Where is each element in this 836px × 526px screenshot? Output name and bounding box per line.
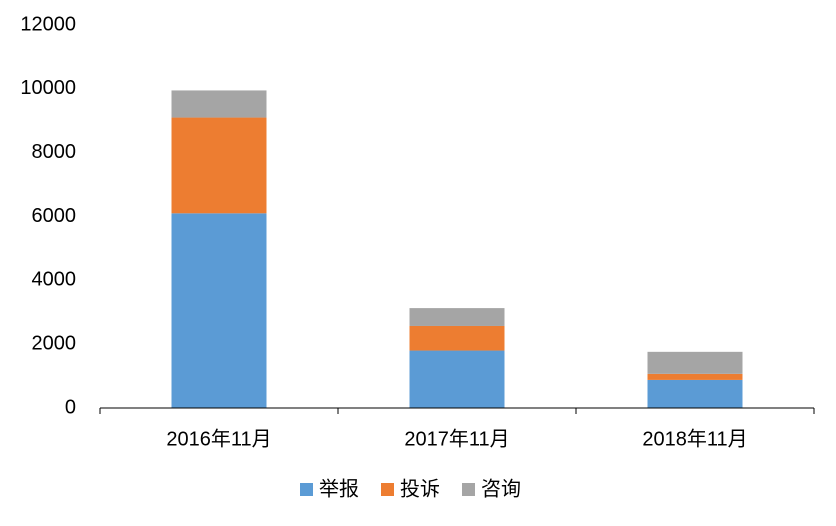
bar-segment	[409, 325, 505, 351]
legend-label: 咨询	[481, 477, 521, 500]
bar-segment	[171, 90, 267, 118]
bar-segment	[409, 350, 505, 408]
bar-segment	[409, 308, 505, 326]
x-tick-label: 2018年11月	[642, 427, 747, 450]
x-tick-label: 2017年11月	[404, 427, 509, 450]
y-tick-label: 8000	[32, 141, 77, 163]
y-tick-label: 6000	[32, 205, 77, 227]
legend-swatch	[381, 483, 394, 496]
y-tick-label: 12000	[20, 13, 76, 35]
bar-segment	[171, 117, 267, 214]
bar-segment	[171, 213, 267, 408]
y-tick-label: 2000	[32, 332, 77, 354]
x-tick-label: 2016年11月	[166, 427, 271, 450]
bar-segment	[647, 351, 743, 374]
legend-swatch	[300, 483, 313, 496]
y-tick-label: 0	[65, 396, 76, 418]
legend-label: 举报	[319, 477, 359, 500]
bar-segment	[647, 379, 743, 408]
legend-swatch	[462, 483, 475, 496]
legend-label: 投诉	[400, 477, 440, 500]
y-tick-label: 10000	[20, 77, 76, 99]
y-tick-label: 4000	[32, 269, 77, 291]
bar-segment	[647, 373, 743, 380]
